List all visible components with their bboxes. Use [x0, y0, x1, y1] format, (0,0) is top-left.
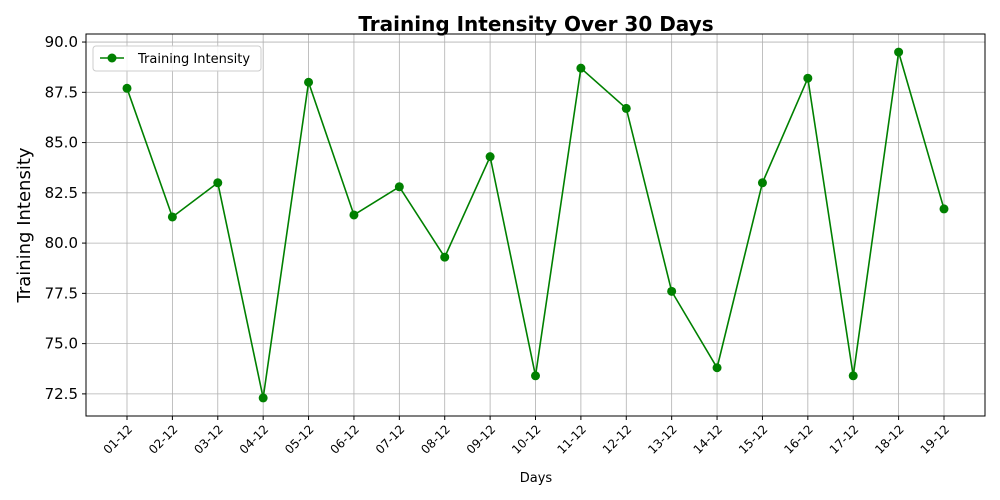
legend-box [92, 45, 262, 72]
x-tick-label: 10-12 [509, 422, 544, 457]
x-tick-label: 06-12 [328, 422, 363, 457]
data-point [485, 152, 495, 162]
x-tick-label: 03-12 [191, 422, 226, 457]
data-point [531, 371, 540, 381]
y-tick-label: 72.5 [45, 385, 78, 403]
x-tick-label: 13-12 [645, 422, 680, 457]
y-tick-label: 75.0 [45, 335, 78, 353]
y-axis-label: Training Intensity [14, 147, 35, 303]
data-points [122, 47, 949, 403]
y-tick-label: 87.5 [45, 83, 78, 101]
y-tick-label: 80.0 [45, 234, 78, 252]
x-axis-ticks: 01-12 02-12 03-12 04-12 05-12 06-12 07-12 08-12… [101, 416, 953, 457]
data-point [394, 182, 404, 192]
y-tick-label: 90.0 [45, 33, 78, 51]
data-point [894, 47, 904, 57]
data-point [304, 77, 314, 87]
x-tick-label: 04-12 [237, 422, 272, 457]
x-tick-label: 09-12 [464, 422, 499, 457]
data-point [167, 212, 177, 222]
data-point [122, 83, 132, 93]
x-tick-label: 01-12 [101, 422, 136, 457]
x-tick-label: 05-12 [282, 422, 317, 457]
x-tick-label: 16-12 [781, 422, 816, 457]
chart-title: Training Intensity Over 30 Days [358, 12, 713, 36]
grid [86, 34, 985, 416]
legend-marker-swatch [107, 53, 117, 63]
x-axis-label: Days [520, 471, 553, 486]
legend-label: Training Intensity [137, 52, 250, 67]
data-point [258, 393, 268, 403]
data-point [440, 252, 450, 262]
y-tick-label: 77.5 [45, 284, 78, 302]
data-point [848, 371, 858, 381]
data-point [712, 363, 722, 373]
x-tick-label: 17-12 [827, 422, 862, 457]
x-tick-label: 12-12 [600, 422, 635, 457]
x-tick-label: 08-12 [418, 422, 453, 457]
data-point [349, 210, 359, 220]
legend: Training Intensity [92, 45, 262, 72]
x-tick-label: 02-12 [146, 422, 181, 457]
y-tick-label: 82.5 [45, 184, 78, 202]
data-point [757, 178, 767, 188]
x-tick-label: 18-12 [872, 422, 907, 457]
x-tick-label: 15-12 [736, 422, 771, 457]
x-tick-label: 19-12 [918, 422, 953, 457]
data-point [621, 103, 631, 113]
data-point [939, 204, 949, 214]
data-point [576, 63, 586, 73]
x-tick-label: 14-12 [691, 422, 726, 457]
y-axis-ticks: 72.5 75.0 77.5 80.0 82.5 85.0 87.5 90.0 [45, 33, 86, 403]
data-point [803, 73, 813, 83]
x-tick-label: 07-12 [373, 422, 408, 457]
y-tick-label: 85.0 [45, 134, 78, 152]
data-point [667, 286, 677, 296]
data-point [213, 178, 223, 188]
x-tick-label: 11-12 [554, 422, 589, 457]
